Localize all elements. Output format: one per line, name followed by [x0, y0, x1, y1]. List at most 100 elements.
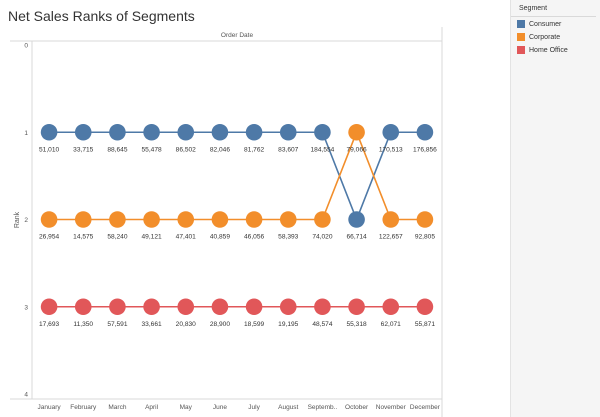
x-tick-label: April: [145, 404, 159, 411]
x-tick-label: May: [180, 404, 193, 411]
data-label-corporate: 40,859: [210, 234, 231, 241]
data-label-corporate: 47,401: [176, 234, 197, 241]
x-tick-label: August: [278, 404, 298, 411]
data-label-home-office: 33,661: [141, 321, 162, 328]
data-point-home-office[interactable]: [109, 298, 126, 316]
data-label-corporate: 92,805: [415, 234, 436, 241]
data-point-corporate[interactable]: [177, 211, 195, 228]
data-point-consumer[interactable]: [382, 123, 400, 141]
data-label-home-office: 48,574: [312, 321, 333, 328]
legend-item-home-office[interactable]: Home Office: [517, 44, 600, 56]
y-tick-label: 4: [24, 392, 28, 399]
data-point-corporate[interactable]: [314, 211, 331, 228]
data-point-consumer[interactable]: [245, 123, 263, 141]
legend-swatch-home-office: [517, 46, 525, 54]
data-point-consumer[interactable]: [314, 123, 331, 141]
y-axis-label: Rank: [14, 211, 21, 228]
x-tick-label: October: [345, 404, 369, 411]
x-tick-label: July: [248, 404, 260, 411]
data-point-home-office[interactable]: [279, 298, 297, 316]
rank-chart: Order Date Rank 0 1 2 3 4 January February March A…: [10, 27, 443, 417]
x-tick-label: March: [108, 404, 126, 411]
data-label-consumer: 82,046: [210, 146, 231, 153]
legend-panel: Segment Consumer Corporate Home Office: [510, 0, 600, 417]
data-label-consumer: 184,554: [310, 146, 334, 153]
data-label-corporate: 14,575: [73, 234, 94, 241]
data-label-corporate: 58,393: [278, 234, 299, 241]
legend-swatch-consumer: [517, 20, 525, 28]
data-label-corporate: 79,066: [346, 146, 367, 153]
data-point-consumer[interactable]: [177, 123, 195, 141]
data-point-home-office[interactable]: [143, 298, 160, 316]
data-point-corporate[interactable]: [211, 211, 229, 228]
data-label-corporate: 46,056: [244, 234, 265, 241]
data-point-home-office[interactable]: [74, 298, 92, 316]
legend-label-corporate: Corporate: [529, 33, 561, 41]
data-point-consumer[interactable]: [279, 123, 297, 141]
data-point-consumer[interactable]: [211, 123, 229, 141]
data-label-home-office: 28,900: [210, 321, 231, 328]
data-point-home-office[interactable]: [245, 298, 263, 316]
data-point-corporate[interactable]: [279, 211, 297, 228]
legend-label-home-office: Home Office: [529, 46, 568, 54]
data-label-home-office: 62,071: [381, 321, 402, 328]
data-label-corporate: 26,954: [39, 234, 60, 241]
data-point-consumer[interactable]: [74, 123, 92, 141]
data-label-consumer: 66,714: [346, 234, 367, 241]
data-point-home-office[interactable]: [211, 298, 229, 316]
data-point-consumer[interactable]: [143, 123, 160, 141]
x-tick-label: November: [376, 404, 407, 411]
x-tick-label: June: [213, 404, 227, 411]
x-tick-label: December: [410, 404, 441, 411]
data-point-home-office[interactable]: [314, 298, 331, 316]
data-label-consumer: 83,607: [278, 146, 299, 153]
data-point-corporate[interactable]: [382, 211, 400, 228]
data-label-home-office: 55,318: [346, 321, 367, 328]
data-point-corporate[interactable]: [40, 211, 58, 228]
series-line-corporate: [49, 130, 425, 221]
data-label-home-office: 18,599: [244, 321, 265, 328]
data-point-home-office[interactable]: [40, 298, 58, 316]
data-point-home-office[interactable]: [382, 298, 400, 316]
data-point-corporate[interactable]: [109, 211, 126, 228]
header-band: [10, 27, 442, 41]
x-tick-label: January: [38, 404, 62, 411]
data-point-home-office[interactable]: [348, 298, 365, 316]
data-point-corporate[interactable]: [416, 211, 434, 228]
data-label-corporate: 122,657: [379, 234, 403, 241]
data-point-corporate[interactable]: [348, 123, 365, 141]
data-point-consumer[interactable]: [416, 123, 434, 141]
data-label-home-office: 19,195: [278, 321, 299, 328]
data-label-consumer: 170,513: [379, 146, 403, 153]
legend-label-consumer: Consumer: [529, 20, 562, 28]
data-label-consumer: 176,856: [413, 146, 437, 153]
legend-item-corporate[interactable]: Corporate: [517, 31, 600, 43]
data-label-consumer: 33,715: [73, 146, 94, 153]
series-line-consumer: [49, 131, 425, 222]
data-label-corporate: 58,240: [107, 234, 128, 241]
data-label-corporate: 49,121: [141, 234, 162, 241]
data-point-consumer[interactable]: [109, 123, 126, 141]
data-point-home-office[interactable]: [177, 298, 195, 316]
data-label-home-office: 17,693: [39, 321, 60, 328]
data-point-corporate[interactable]: [143, 211, 160, 228]
data-label-home-office: 57,591: [107, 321, 128, 328]
legend-title: Segment: [511, 0, 596, 17]
legend-swatch-corporate: [517, 33, 525, 41]
data-point-corporate[interactable]: [74, 211, 92, 228]
y-tick-label: 1: [24, 130, 28, 137]
x-tick-label: Septemb..: [308, 404, 338, 411]
data-label-consumer: 55,478: [141, 146, 162, 153]
data-label-consumer: 86,502: [176, 146, 197, 153]
data-point-consumer[interactable]: [348, 211, 365, 228]
data-point-consumer[interactable]: [40, 123, 58, 141]
data-point-corporate[interactable]: [245, 211, 263, 228]
data-label-home-office: 20,830: [176, 321, 197, 328]
y-tick-label: 2: [24, 217, 28, 224]
legend-item-consumer[interactable]: Consumer: [517, 18, 600, 30]
x-tick-label: February: [70, 404, 97, 411]
data-label-corporate: 74,020: [312, 234, 333, 241]
chart-title: Net Sales Ranks of Segments: [8, 8, 195, 24]
y-tick-label: 3: [24, 304, 28, 311]
data-point-home-office[interactable]: [416, 298, 434, 316]
